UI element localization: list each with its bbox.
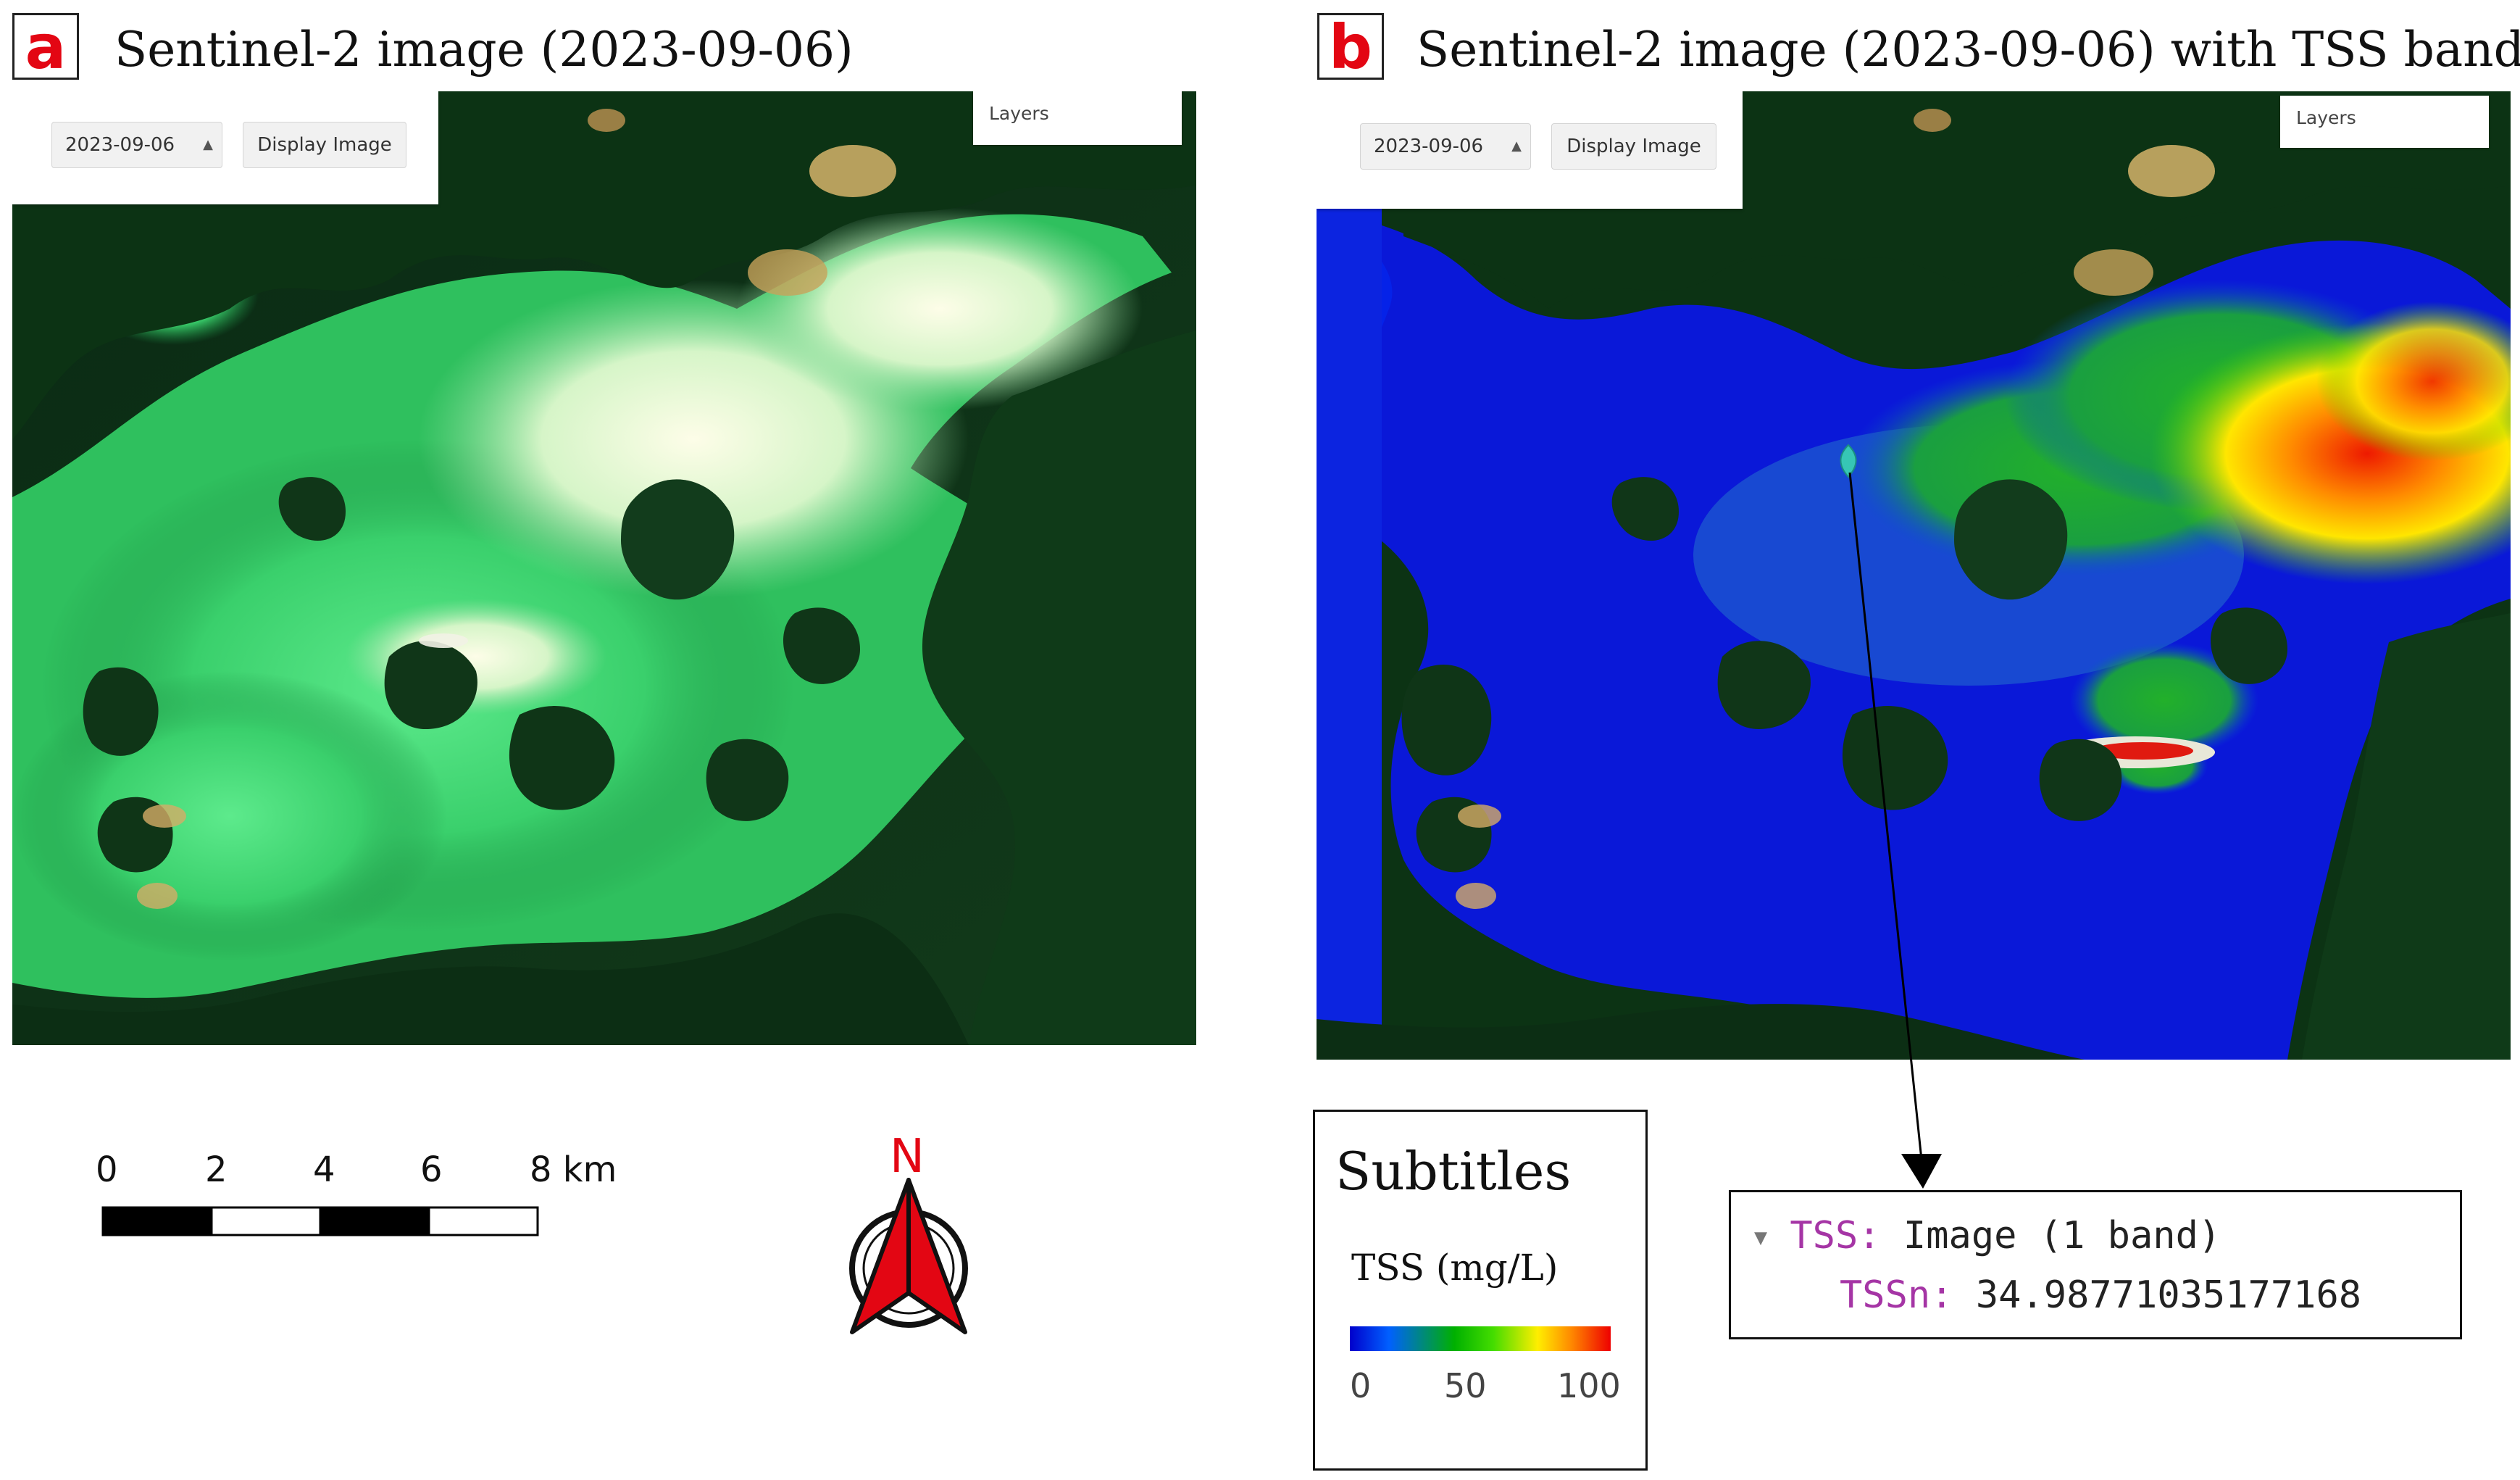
panel-a-title: Sentinel-2 image (2023-09-06) <box>114 22 854 78</box>
north-label: N <box>890 1130 925 1184</box>
panel-a-map: 2023-09-06 ▲ Display Image Layers <box>12 91 1196 1045</box>
panel-b-date-value: 2023-09-06 <box>1374 136 1484 157</box>
panel-a-satellite-image <box>12 91 1196 1045</box>
panel-a-control-bar: 2023-09-06 ▲ Display Image <box>12 91 438 204</box>
north-arrow-icon <box>849 1178 968 1334</box>
scale-bar-segments <box>101 1206 539 1236</box>
inspector-band-value: 34.98771035177168 <box>1975 1273 2362 1317</box>
map-pin-icon <box>1840 444 1857 478</box>
panel-a-letter: a <box>12 13 79 80</box>
legend-title: Subtitles <box>1335 1141 1572 1202</box>
inspector-band-row: TSSn: 34.98771035177168 <box>1840 1276 2361 1314</box>
scale-tick-label: 0 <box>96 1150 118 1190</box>
inspector-panel: ▼ TSS: Image (1 band) TSSn: 34.987710351… <box>1729 1190 2462 1339</box>
north-arrow: N <box>840 1134 978 1344</box>
collapse-caret-icon[interactable]: ▼ <box>1754 1225 1768 1250</box>
panel-a-layers-button[interactable]: Layers <box>973 91 1182 145</box>
tss-legend: Subtitles TSS (mg/L) 0 50 100 <box>1313 1110 1648 1471</box>
spinner-arrows-icon[interactable]: ▲ <box>203 137 213 152</box>
spinner-arrows-icon[interactable]: ▲ <box>1511 138 1522 154</box>
panel-a-date-value: 2023-09-06 <box>65 134 175 156</box>
inspector-band-key: TSSn: <box>1840 1273 1953 1317</box>
inspector-layer-row[interactable]: ▼ TSS: Image (1 band) <box>1754 1217 2221 1255</box>
inspector-layer-value: Image (1 band) <box>1903 1214 2221 1257</box>
panel-b-tss-image <box>1317 91 2511 1060</box>
panel-b-layers-button[interactable]: Layers <box>2280 96 2489 148</box>
panel-b-letter: b <box>1317 13 1384 80</box>
legend-tick-label: 100 <box>1557 1366 1621 1405</box>
scale-tick-label: 2 <box>205 1150 228 1190</box>
panel-b-map: 2023-09-06 ▲ Display Image Layers <box>1317 91 2511 1060</box>
legend-variable-label: TSS (mg/L) <box>1351 1247 1559 1289</box>
legend-tick-label: 0 <box>1350 1366 1372 1405</box>
scale-tick-label: 8 km <box>530 1150 617 1190</box>
legend-tick-label: 50 <box>1444 1366 1487 1405</box>
scale-tick-label: 6 <box>420 1150 443 1190</box>
panel-b-display-image-button[interactable]: Display Image <box>1551 123 1716 170</box>
panel-b-title: Sentinel-2 image (2023-09-06) with TSS b… <box>1417 22 2520 78</box>
panel-b-date-picker[interactable]: 2023-09-06 ▲ <box>1360 123 1531 170</box>
legend-color-ramp <box>1350 1326 1611 1351</box>
panel-a-date-picker[interactable]: 2023-09-06 ▲ <box>51 122 222 168</box>
inspector-layer-key: TSS: <box>1790 1214 1881 1257</box>
panel-b-control-bar: 2023-09-06 ▲ Display Image <box>1317 91 1743 209</box>
panel-a-display-image-button[interactable]: Display Image <box>243 122 406 168</box>
scale-tick-label: 4 <box>313 1150 335 1190</box>
